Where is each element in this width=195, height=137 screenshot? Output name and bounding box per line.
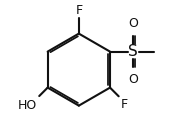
Text: HO: HO bbox=[18, 99, 37, 112]
Text: F: F bbox=[75, 4, 82, 17]
Text: O: O bbox=[129, 73, 138, 86]
Text: S: S bbox=[129, 44, 138, 59]
Text: O: O bbox=[129, 17, 138, 30]
Text: F: F bbox=[121, 98, 128, 111]
